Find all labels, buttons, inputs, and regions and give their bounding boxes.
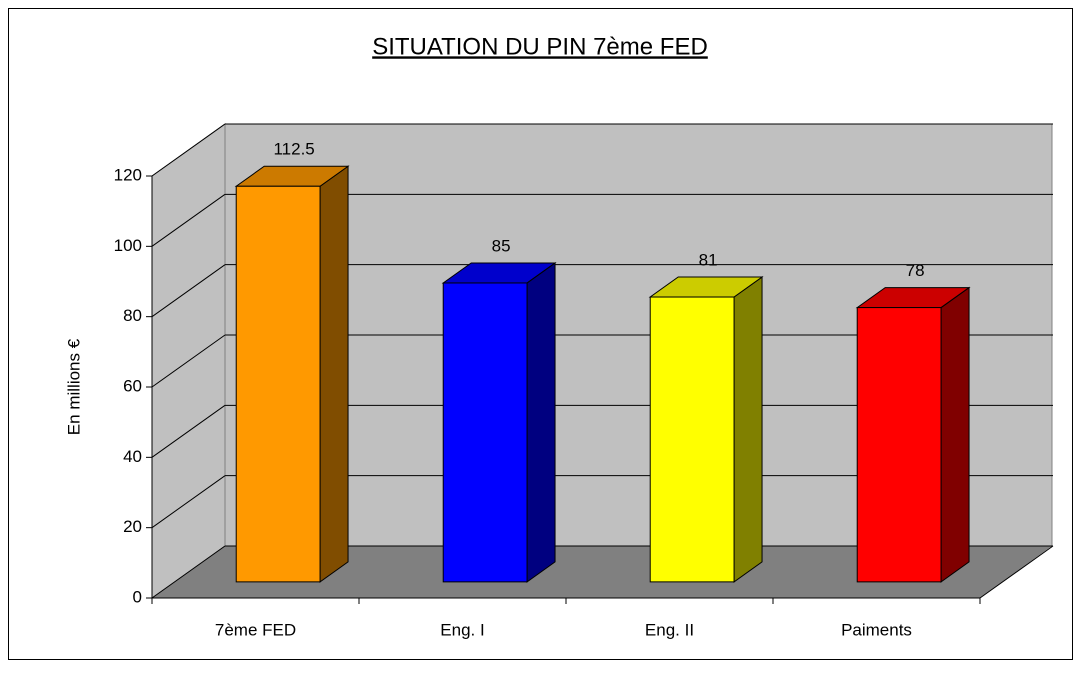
bar — [442, 282, 528, 583]
bar — [235, 185, 321, 583]
y-axis-label: En millions € — [64, 338, 83, 435]
value-label: 81 — [699, 251, 718, 270]
floor — [152, 546, 1052, 598]
x-tick-label: 7ème FED — [215, 620, 296, 639]
y-tick-label: 0 — [133, 587, 142, 606]
grid-line — [151, 475, 226, 529]
bar-side — [319, 165, 349, 583]
bar-side — [733, 276, 763, 583]
bar — [649, 296, 735, 583]
bar — [856, 307, 942, 583]
value-label: 112.5 — [273, 140, 314, 159]
grid-line — [151, 545, 226, 599]
grid-line — [151, 334, 226, 388]
y-tick-label: 40 — [123, 447, 142, 466]
x-axis-depth — [979, 545, 1054, 599]
grid-line — [151, 193, 226, 247]
grid-line — [151, 264, 226, 318]
grid-line — [151, 404, 226, 458]
value-label: 78 — [906, 261, 925, 280]
y-tick-label: 80 — [123, 306, 142, 325]
y-tick-label: 60 — [123, 376, 142, 395]
bar-side — [526, 261, 556, 583]
grid-line — [151, 123, 226, 177]
bar-side — [940, 286, 970, 583]
y-tick-label: 100 — [114, 236, 142, 255]
x-tick-label: Eng. II — [645, 620, 694, 639]
value-label: 85 — [492, 236, 511, 255]
y-tick-label: 120 — [114, 165, 142, 184]
y-tick-label: 20 — [123, 517, 142, 536]
x-tick-label: Paiments — [841, 620, 912, 639]
chart-title: SITUATION DU PIN 7ème FED — [372, 33, 708, 60]
x-tick-label: Eng. I — [440, 620, 484, 639]
